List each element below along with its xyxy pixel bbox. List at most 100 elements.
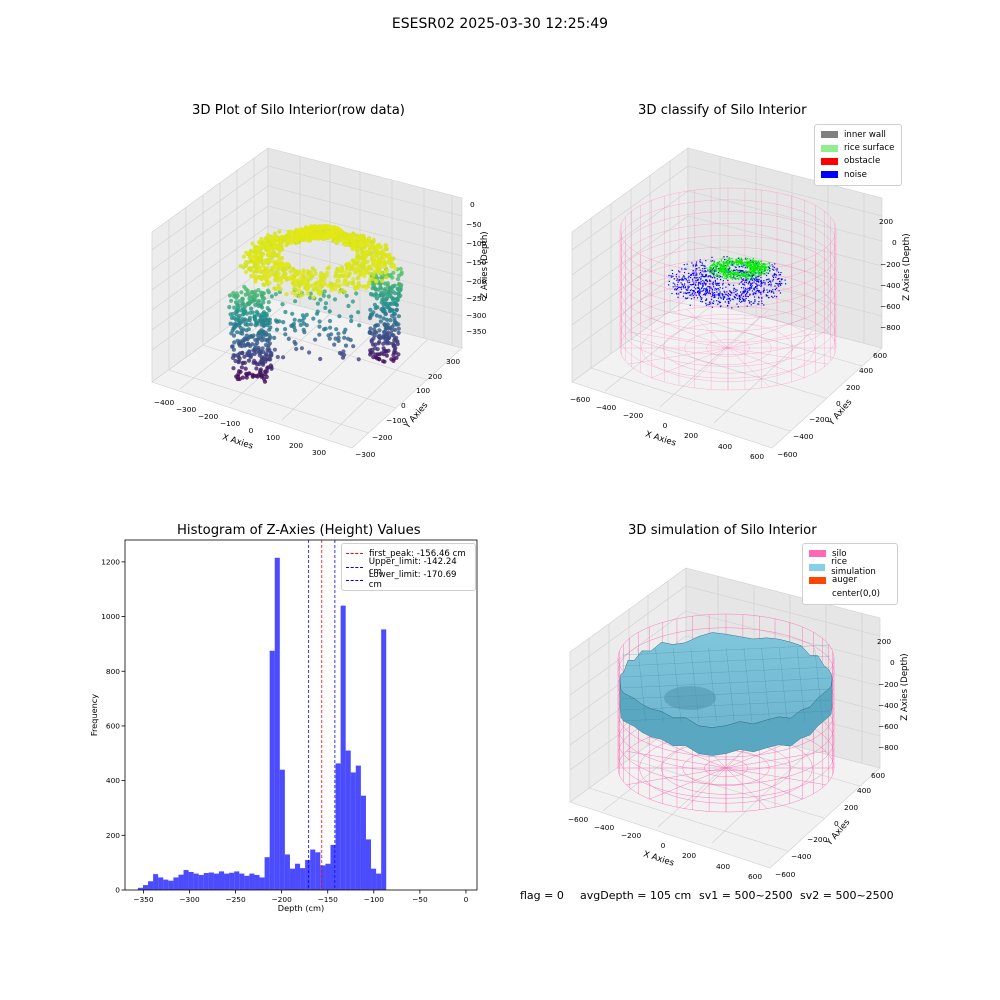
raw-point <box>396 330 401 335</box>
raw-point <box>346 261 352 266</box>
noise-point <box>697 290 699 293</box>
noise-point <box>767 278 769 280</box>
noise-point <box>775 274 777 276</box>
noise-point <box>704 279 707 281</box>
raw-point <box>272 231 277 236</box>
noise-point <box>690 294 692 296</box>
noise-point <box>687 292 689 294</box>
noise-point <box>731 307 733 309</box>
rice-surface-point <box>757 265 759 267</box>
histogram-bar <box>264 857 270 890</box>
noise-point <box>701 297 703 299</box>
noise-point <box>756 281 758 283</box>
noise-point <box>726 298 728 300</box>
noise-point <box>742 298 744 300</box>
raw-point <box>386 253 391 259</box>
noise-point <box>721 293 723 295</box>
noise-point <box>695 288 697 290</box>
noise-point <box>784 279 786 281</box>
histogram-bar <box>158 877 164 890</box>
legend-item-silo: silo <box>809 547 891 560</box>
rice-surface-point <box>731 262 733 264</box>
silo-ring <box>619 223 837 308</box>
legend-swatch <box>821 144 838 152</box>
noise-point <box>707 270 709 272</box>
noise-point <box>689 290 691 292</box>
noise-point <box>706 275 708 277</box>
noise-point <box>705 289 707 291</box>
noise-point <box>676 279 678 281</box>
noise-point <box>719 287 721 289</box>
rice-surface-point <box>743 261 746 263</box>
raw-point <box>253 342 258 348</box>
noise-point <box>779 292 782 294</box>
noise-point <box>714 295 716 297</box>
raw-point <box>332 297 338 302</box>
raw-point <box>281 355 286 360</box>
noise-point <box>761 297 763 299</box>
noise-point <box>772 268 774 270</box>
mesh-line <box>672 647 682 723</box>
raw-point <box>343 343 349 348</box>
raw-point <box>265 237 270 242</box>
silo-floor-ring <box>662 322 794 374</box>
raw-point <box>351 281 356 286</box>
rice-surface-point <box>761 268 763 270</box>
legend-swatch <box>809 576 826 584</box>
mesh-line <box>621 655 831 667</box>
raw-point <box>345 336 351 341</box>
classify-x-tick: −400 <box>596 403 617 412</box>
rice-surface-point <box>759 269 761 272</box>
noise-point <box>706 292 708 294</box>
noise-point <box>744 287 747 289</box>
noise-point <box>683 292 685 294</box>
noise-point <box>704 275 707 277</box>
silo-spoke <box>725 767 768 809</box>
noise-point <box>765 295 767 297</box>
noise-point <box>705 279 707 281</box>
raw-point <box>253 314 258 319</box>
rice-surface-point <box>736 260 739 262</box>
raw-point <box>337 314 342 319</box>
noise-point <box>672 273 674 275</box>
noise-point <box>678 293 680 295</box>
noise-point <box>763 280 765 282</box>
rice-surface-point <box>732 272 734 274</box>
noise-point <box>731 292 733 294</box>
rice-surface-point <box>764 266 766 268</box>
noise-point <box>689 304 691 306</box>
noise-point <box>705 279 707 281</box>
noise-point <box>743 292 745 294</box>
rice-surface-point <box>748 266 750 268</box>
rice-surface-point <box>730 274 732 276</box>
rice-surface-point <box>737 270 739 272</box>
raw-point <box>334 240 339 246</box>
rice-surface-point <box>746 272 748 275</box>
noise-point <box>707 286 709 288</box>
noise-point <box>695 284 697 286</box>
noise-point <box>768 267 770 269</box>
raw-point <box>300 272 306 277</box>
noise-point <box>773 274 775 277</box>
raw-point <box>386 330 391 335</box>
raw-point <box>237 351 243 356</box>
rice-surface-point <box>723 267 725 269</box>
raw-point <box>228 312 233 317</box>
raw-point <box>267 280 272 285</box>
noise-point <box>763 289 765 291</box>
noise-point <box>711 289 714 291</box>
rice-surface-point <box>760 274 762 276</box>
rice-surface-point <box>756 272 758 274</box>
raw-point <box>267 332 272 338</box>
raw-point <box>325 223 330 229</box>
raw-point <box>313 225 318 230</box>
rice-surface-point <box>725 278 727 280</box>
histogram-bar <box>178 874 184 890</box>
raw-point <box>373 352 378 357</box>
rice-surface-point <box>757 264 759 266</box>
noise-point <box>705 288 707 290</box>
rice-surface-point <box>750 268 752 270</box>
raw-point <box>369 338 374 343</box>
rice-surface-point <box>716 273 718 275</box>
